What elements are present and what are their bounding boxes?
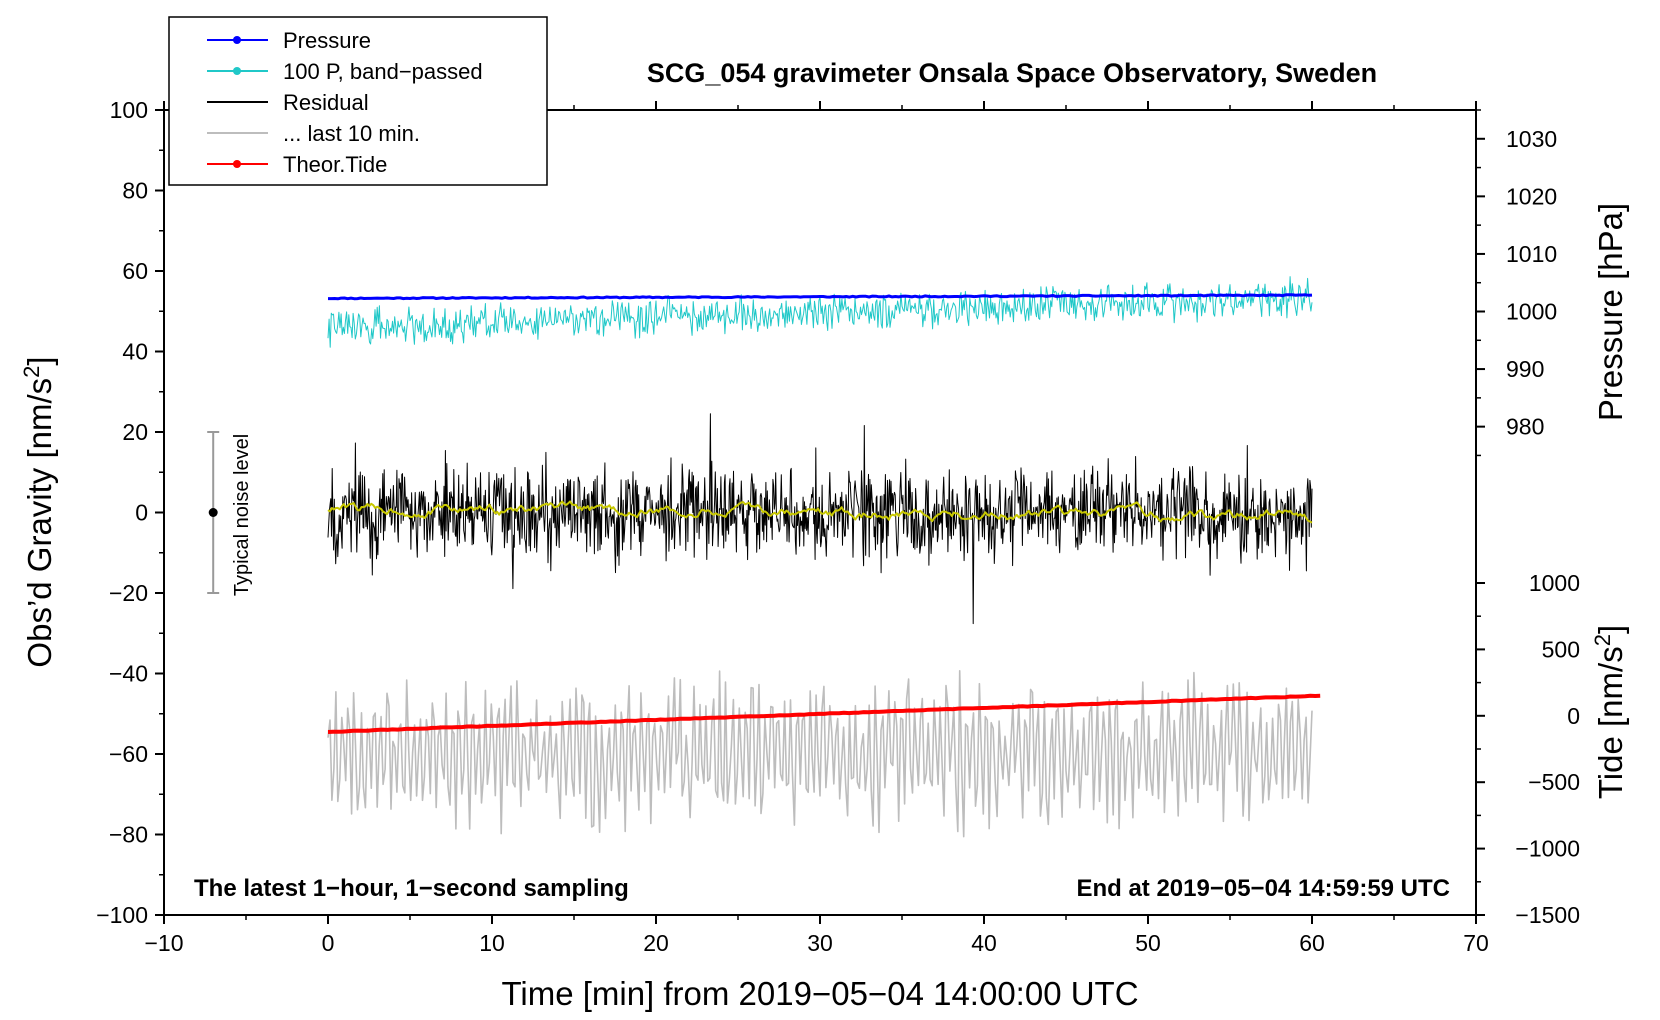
y-axis-tide-title-sup: 2 bbox=[1590, 634, 1615, 646]
y-tick-label-left: 80 bbox=[122, 178, 148, 204]
pressure-tick-label: 1010 bbox=[1506, 241, 1557, 267]
pressure-tick-label: 990 bbox=[1506, 356, 1544, 382]
y-tick-label-left: −80 bbox=[109, 822, 148, 848]
y-tick-label-left: −40 bbox=[109, 661, 148, 687]
tide-tick-label: −1000 bbox=[1515, 836, 1580, 862]
x-tick-label: 0 bbox=[322, 930, 335, 956]
legend: Pressure 100 P, band−passed Residual ... la… bbox=[168, 16, 548, 186]
x-tick-label: 20 bbox=[643, 930, 669, 956]
x-tick-label: 40 bbox=[971, 930, 997, 956]
annotation-left: The latest 1−hour, 1−second sampling bbox=[194, 875, 629, 902]
y-axis-tide-title: Tide [nm/s2] bbox=[1590, 625, 1629, 799]
y-axis-pressure-title: Pressure [hPa] bbox=[1592, 203, 1629, 421]
noise-level-dot bbox=[208, 508, 218, 517]
x-tick-label: 60 bbox=[1299, 930, 1325, 956]
series-residual bbox=[327, 413, 1313, 625]
x-tick-label: −10 bbox=[144, 930, 183, 956]
series-last-10-min bbox=[327, 669, 1313, 838]
legend-label: Pressure bbox=[283, 28, 371, 53]
tide-tick-label: −500 bbox=[1528, 769, 1580, 795]
legend-label: Residual bbox=[283, 90, 369, 115]
y-tick-label-left: 0 bbox=[135, 500, 148, 526]
chart-title: SCG_054 gravimeter Onsala Space Observat… bbox=[647, 58, 1377, 88]
legend-label: Theor.Tide bbox=[283, 152, 387, 177]
pressure-tick-label: 980 bbox=[1506, 414, 1544, 440]
y-tick-label-left: 60 bbox=[122, 258, 148, 284]
noise-level-indicator: Typical noise level bbox=[207, 431, 253, 596]
y-tick-label-left: −60 bbox=[109, 741, 148, 767]
tide-tick-label: −1500 bbox=[1515, 902, 1580, 928]
y-tick-label-left: 40 bbox=[122, 339, 148, 365]
legend-marker bbox=[233, 160, 241, 168]
series-residual-smoothed bbox=[327, 500, 1313, 524]
tide-tick-label: 500 bbox=[1542, 636, 1580, 662]
y-tick-label-left: 100 bbox=[110, 97, 148, 123]
axes-layer: −10 0 10 20 30 40 50 60 70100806040200−20−40−60−… bbox=[96, 97, 1580, 956]
y-axis-left-title-main: Obs’d Gravity [nm/s bbox=[21, 378, 58, 668]
legend-marker bbox=[233, 36, 241, 44]
x-tick-label: 10 bbox=[479, 930, 505, 956]
series-layer bbox=[327, 276, 1321, 838]
pressure-tick-label: 1000 bbox=[1506, 299, 1557, 325]
series-theor-tide bbox=[327, 693, 1321, 734]
x-axis-title: Time [min] from 2019−05−04 14:00:00 UTC bbox=[501, 975, 1138, 1012]
y-tick-label-left: −100 bbox=[96, 902, 148, 928]
y-tick-label-left: −20 bbox=[109, 580, 148, 606]
legend-label: ... last 10 min. bbox=[283, 121, 420, 146]
legend-label: 100 P, band−passed bbox=[283, 59, 483, 84]
legend-marker bbox=[233, 67, 241, 75]
tide-tick-label: 1000 bbox=[1529, 570, 1580, 596]
y-axis-left-title-end: ] bbox=[21, 356, 58, 365]
x-tick-label: 30 bbox=[807, 930, 833, 956]
annotation-right: End at 2019−05−04 14:59:59 UTC bbox=[1076, 875, 1450, 902]
y-tick-label-left: 20 bbox=[122, 419, 148, 445]
pressure-tick-label: 1020 bbox=[1506, 183, 1557, 209]
tide-tick-label: 0 bbox=[1567, 703, 1580, 729]
noise-level-label: Typical noise level bbox=[231, 434, 253, 596]
series-pressure bbox=[328, 293, 1313, 301]
y-axis-tide-title-main: Tide [nm/s bbox=[1592, 646, 1629, 799]
pressure-tick-label: 1030 bbox=[1506, 126, 1557, 152]
x-tick-label: 50 bbox=[1135, 930, 1161, 956]
series-100-p-band-passed bbox=[327, 276, 1313, 348]
y-axis-tide-title-end: ] bbox=[1592, 625, 1629, 634]
y-axis-left-title: Obs’d Gravity [nm/s2] bbox=[19, 356, 58, 667]
y-axis-left-title-sup: 2 bbox=[19, 366, 44, 378]
x-tick-label: 70 bbox=[1463, 930, 1489, 956]
